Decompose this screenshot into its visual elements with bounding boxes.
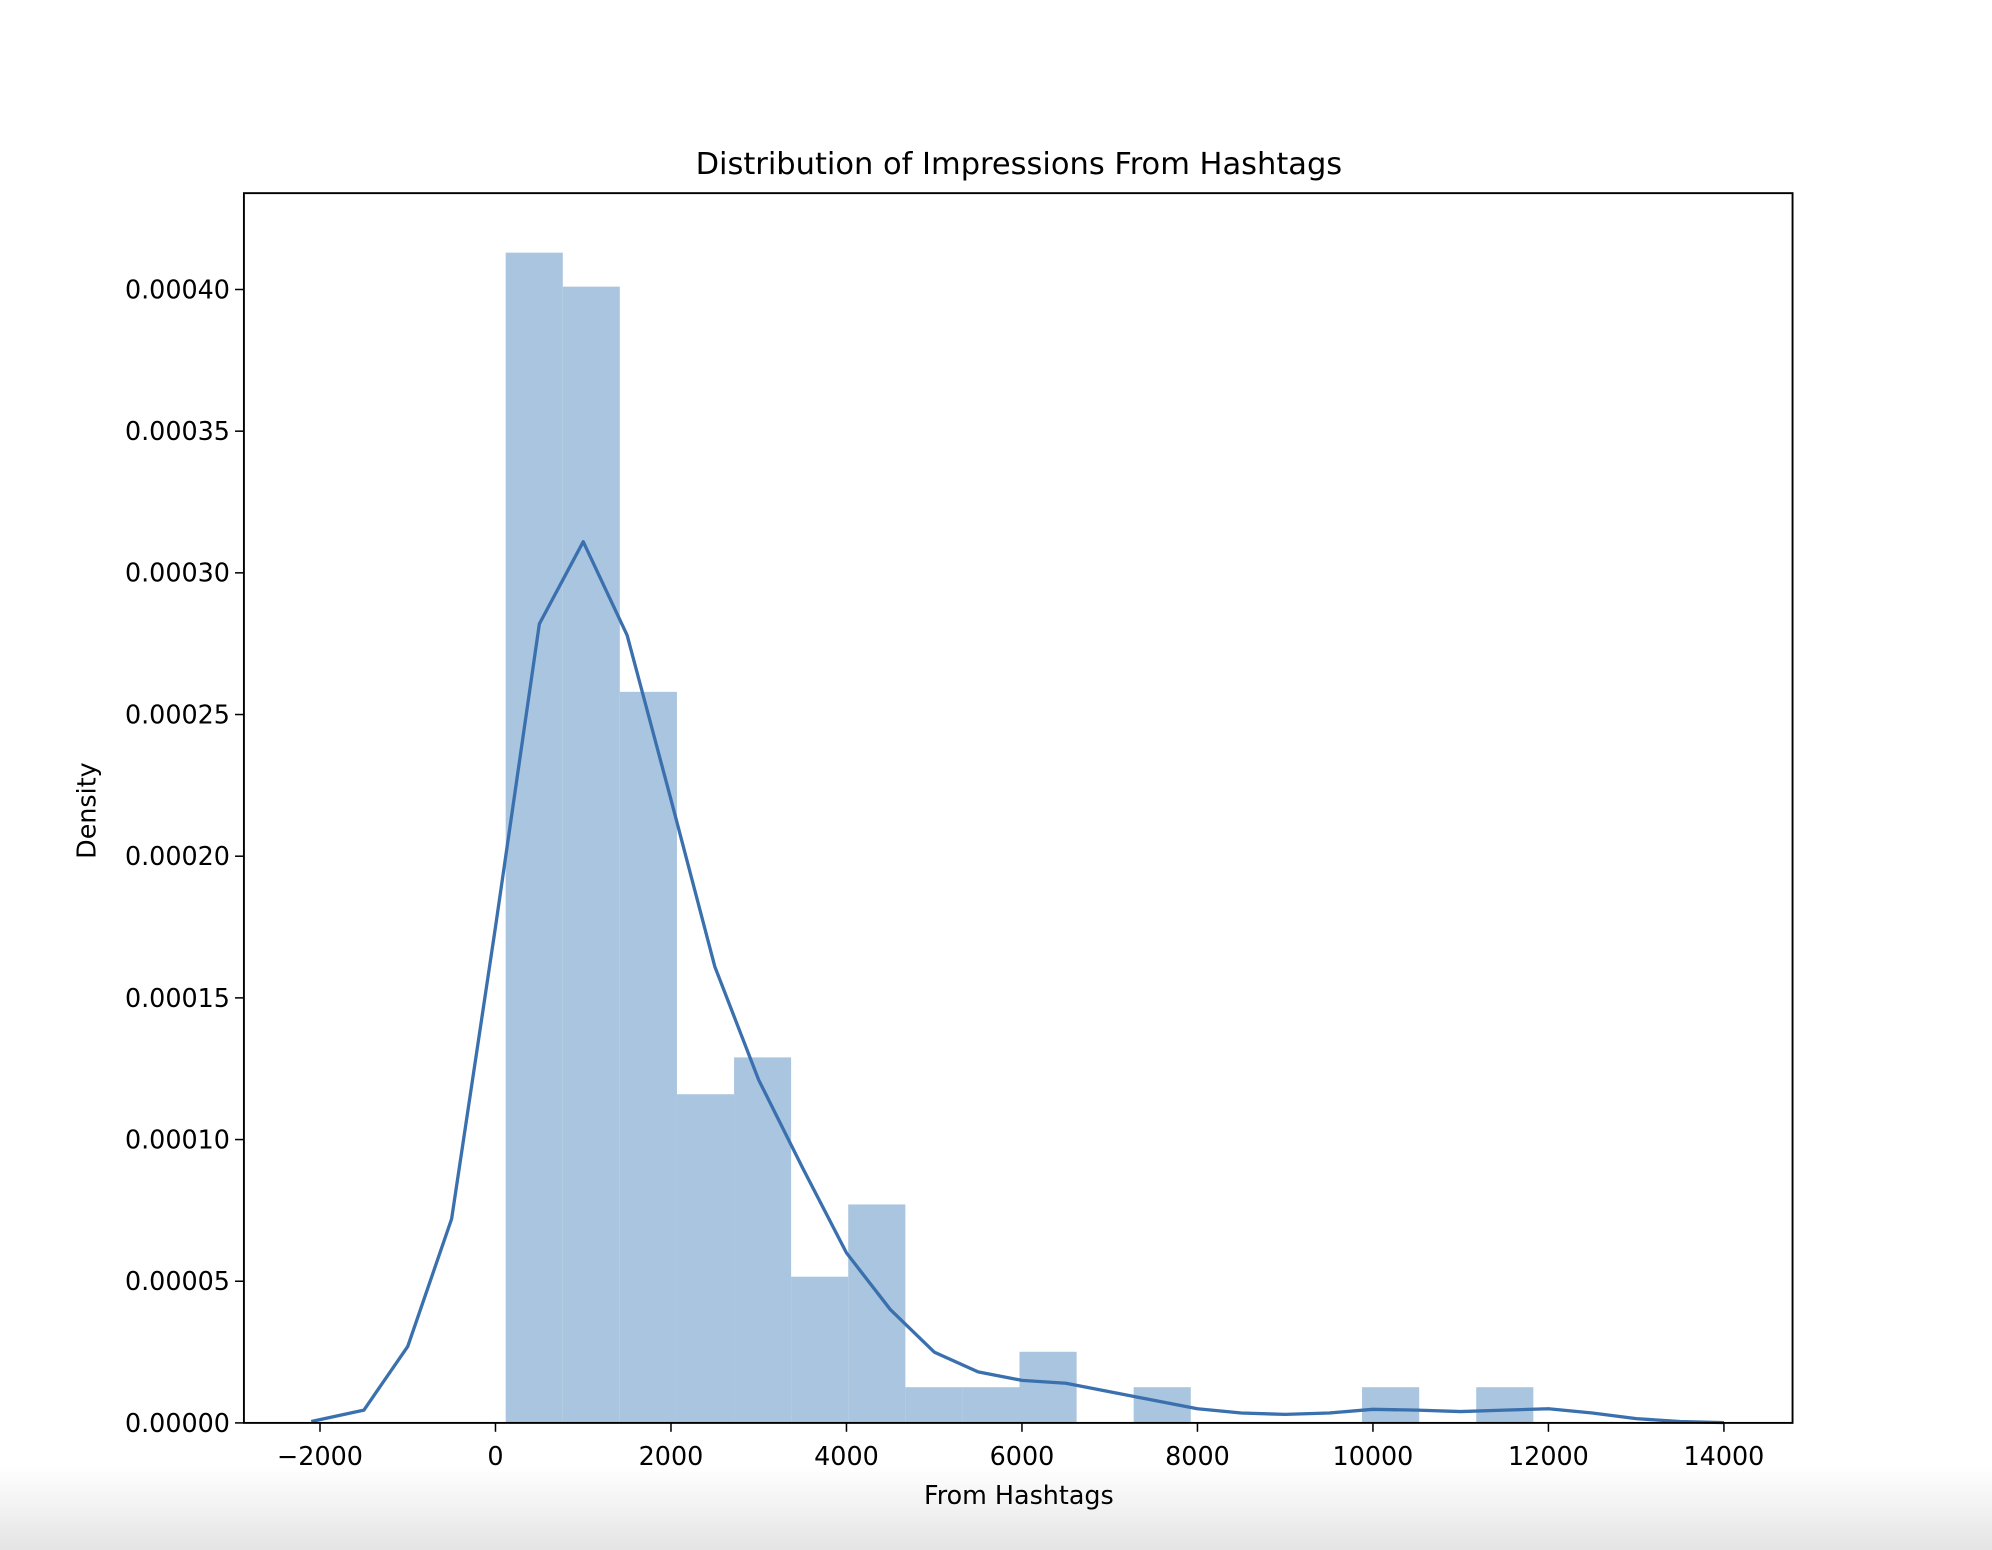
x-axis-label: From Hashtags xyxy=(924,1480,1114,1510)
histogram-bar xyxy=(1019,1351,1077,1423)
y-tick-label: 0.00025 xyxy=(125,699,230,729)
x-tick-label: 8000 xyxy=(1165,1441,1230,1471)
x-tick-label: 14000 xyxy=(1684,1441,1765,1471)
window-edge xyxy=(0,1467,1992,1550)
x-tick-label: 4000 xyxy=(814,1441,879,1471)
y-tick-label: 0.00035 xyxy=(125,416,230,446)
histogram-bar xyxy=(619,691,677,1423)
y-tick-label: 0.00010 xyxy=(125,1124,230,1154)
y-tick-label: 0.00020 xyxy=(125,841,230,871)
y-tick-label: 0.00005 xyxy=(125,1266,230,1296)
x-tick-label: 12000 xyxy=(1508,1441,1589,1471)
histogram-bar xyxy=(734,1057,792,1423)
y-tick-label: 0.00000 xyxy=(125,1408,230,1438)
x-tick-label: 2000 xyxy=(639,1441,704,1471)
y-tick-label: 0.00030 xyxy=(125,558,230,588)
histogram-bar xyxy=(1362,1387,1420,1423)
histogram-bar xyxy=(962,1387,1020,1423)
y-tick-label: 0.00040 xyxy=(125,274,230,304)
histogram-bar xyxy=(505,252,563,1423)
y-axis-label: Density xyxy=(71,762,101,859)
kde-line xyxy=(310,540,1724,1425)
plot-area xyxy=(310,252,1724,1425)
x-tick-label: 0 xyxy=(487,1441,503,1471)
x-tick-label: −2000 xyxy=(277,1441,363,1471)
axes-frame xyxy=(242,192,1794,1424)
x-tick-label: 6000 xyxy=(990,1441,1055,1471)
histogram-bar xyxy=(562,286,620,1423)
histogram-bar xyxy=(905,1387,963,1423)
histogram-bar xyxy=(791,1276,849,1423)
histogram-bar xyxy=(1476,1387,1534,1423)
x-tick-label: 10000 xyxy=(1333,1441,1414,1471)
y-tick-label: 0.00015 xyxy=(125,983,230,1013)
histogram-bar xyxy=(676,1094,735,1423)
chart-title: Distribution of Impressions From Hashtag… xyxy=(696,147,1343,182)
